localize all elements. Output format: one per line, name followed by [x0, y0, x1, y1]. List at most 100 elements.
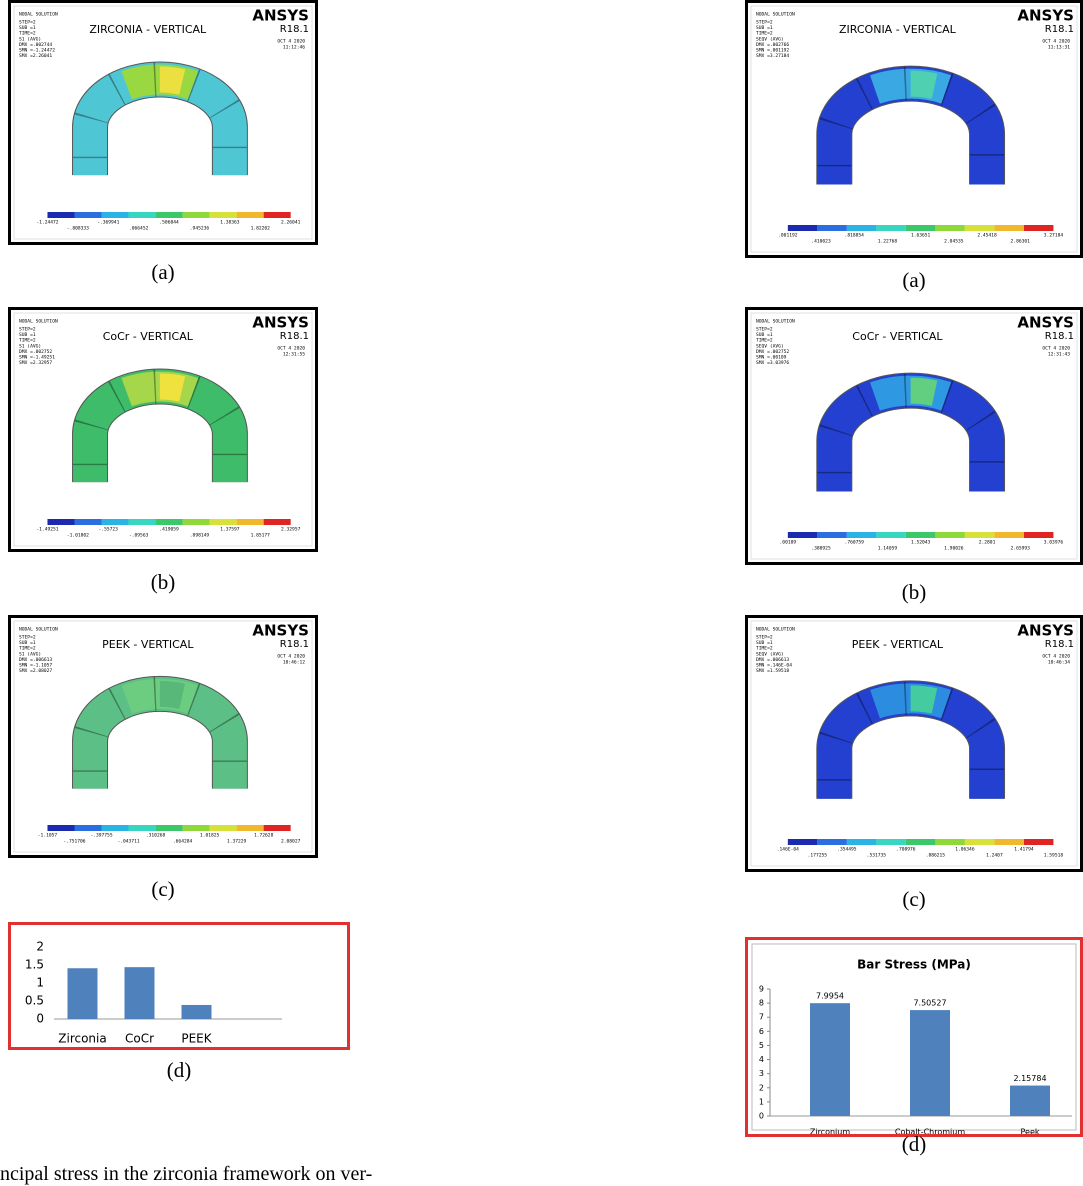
version: R18.1	[280, 24, 309, 35]
colorbar-label: .945236	[190, 226, 210, 232]
screen-frame	[14, 621, 312, 852]
solution-header: NODAL SOLUTION	[19, 319, 58, 325]
screen-frame	[14, 313, 312, 546]
solution-info: S1 (AVG)	[19, 36, 41, 42]
colorbar-label: 1.85177	[251, 533, 271, 539]
colorbar-band	[935, 532, 965, 538]
y-tick-label: 2	[36, 940, 44, 954]
panel-caption: (b)	[151, 570, 176, 595]
colorbar-band	[876, 839, 906, 845]
colorbar-band	[1024, 225, 1054, 231]
y-tick-label: 1	[36, 976, 44, 990]
time: 12:31:55	[283, 352, 305, 358]
solution-info: SEQV (AVG)	[756, 36, 784, 42]
chart-caption: (d)	[902, 1132, 927, 1157]
colorbar-band	[75, 519, 102, 525]
colorbar-label: .354495	[837, 847, 857, 853]
colorbar-band	[102, 212, 129, 218]
colorbar-label: 2.86301	[1011, 239, 1031, 245]
colorbar-band	[237, 825, 264, 831]
solution-info: SMX =2.26041	[19, 53, 52, 59]
data-label: 7.50527	[913, 999, 946, 1008]
panel-title: PEEK - VERTICAL	[102, 638, 194, 651]
colorbar-label: .506844	[159, 220, 179, 226]
solution-info: STEP=2	[19, 327, 36, 333]
solution-info: TIME=2	[756, 338, 773, 344]
colorbar-label: 1.38363	[220, 220, 240, 226]
colorbar-label: .419059	[159, 527, 179, 533]
screen-frame	[14, 6, 312, 239]
colorbar-label: -1.49251	[36, 527, 58, 533]
solution-info: SMN =.001192	[756, 48, 789, 54]
brand: ANSYS	[1017, 622, 1074, 640]
colorbar-band	[264, 212, 291, 218]
colorbar-band	[47, 825, 74, 831]
colorbar-band	[994, 839, 1024, 845]
colorbar-band	[935, 839, 965, 845]
solution-info: SUB =1	[756, 332, 773, 338]
solution-info: SMX =3.27184	[756, 53, 789, 59]
colorbar-band	[237, 519, 264, 525]
solution-info: S1 (AVG)	[19, 343, 41, 349]
colorbar-label: -.751706	[63, 839, 85, 845]
chart-title: Bar Stress (MPa)	[857, 958, 971, 972]
colorbar-band	[183, 212, 210, 218]
colorbar-label: 1.37229	[227, 839, 247, 845]
solution-header: NODAL SOLUTION	[756, 627, 795, 633]
panel-title: CoCr - VERTICAL	[852, 330, 943, 343]
brand: ANSYS	[252, 622, 309, 640]
time: 11:12:46	[283, 45, 305, 51]
y-tick-label: 0	[36, 1012, 44, 1026]
version: R18.1	[1045, 639, 1074, 650]
chart-caption: (d)	[167, 1058, 192, 1083]
colorbar-band	[75, 825, 102, 831]
date: OCT 4 2020	[1042, 346, 1070, 352]
chart: 00.511.52ZirconiaCoCrPEEK	[11, 925, 347, 1047]
solution-info: DMX =.002744	[19, 42, 52, 48]
screen-frame	[751, 621, 1077, 866]
panel-title: CoCr - VERTICAL	[103, 330, 194, 343]
solution-info: SEQV (AVG)	[756, 651, 784, 657]
colorbar-label: 3.27184	[1044, 233, 1064, 239]
colorbar-band	[129, 519, 156, 525]
panel-caption: (a)	[151, 260, 174, 285]
colorbar-label: .531735	[867, 853, 887, 859]
solution-info: TIME=2	[756, 31, 773, 37]
colorbar-band	[876, 532, 906, 538]
colorbar-band	[847, 839, 877, 845]
solution-info: STEP=2	[19, 635, 36, 641]
page: ncipal stress in the zirconia framework …	[0, 0, 1083, 1185]
solution-info: SMN =-1.49251	[19, 355, 55, 361]
colorbar-label: 1.59518	[1044, 853, 1064, 859]
colorbar-label: 1.37597	[220, 527, 240, 533]
solution-info: DMX =.006613	[19, 657, 52, 663]
panel-title: ZIRCONIA - VERTICAL	[89, 23, 207, 36]
y-tick-label: 7	[759, 1013, 764, 1022]
fea-screenshot: NODAL SOLUTIONSTEP=2SUB =1TIME=2S1 (AVG)…	[11, 310, 315, 549]
colorbar-label: .146E-04	[777, 847, 799, 853]
colorbar-label: 2.65993	[1011, 546, 1031, 552]
time: 12:31:43	[1048, 352, 1070, 358]
colorbar-label: .066452	[129, 226, 149, 232]
colorbar-band	[817, 225, 847, 231]
date: OCT 4 2020	[1042, 654, 1070, 660]
bar	[810, 1003, 850, 1116]
colorbar-band	[906, 532, 936, 538]
solution-info: SEQV (AVG)	[756, 343, 784, 349]
solution-info: TIME=2	[19, 31, 36, 37]
colorbar-label: 1.82202	[251, 226, 271, 232]
colorbar-label: .898149	[190, 533, 210, 539]
colorbar-label: 1.52043	[911, 540, 931, 546]
colorbar-label: 2.04535	[944, 239, 964, 245]
brand: ANSYS	[1017, 314, 1074, 332]
solution-info: DMX =.006613	[756, 657, 789, 663]
colorbar-label: -.55723	[99, 527, 119, 533]
y-tick-label: 1	[759, 1097, 764, 1106]
colorbar-band	[1024, 532, 1054, 538]
data-label: 2.15784	[1013, 1074, 1046, 1083]
solution-info: STEP=2	[756, 20, 773, 26]
